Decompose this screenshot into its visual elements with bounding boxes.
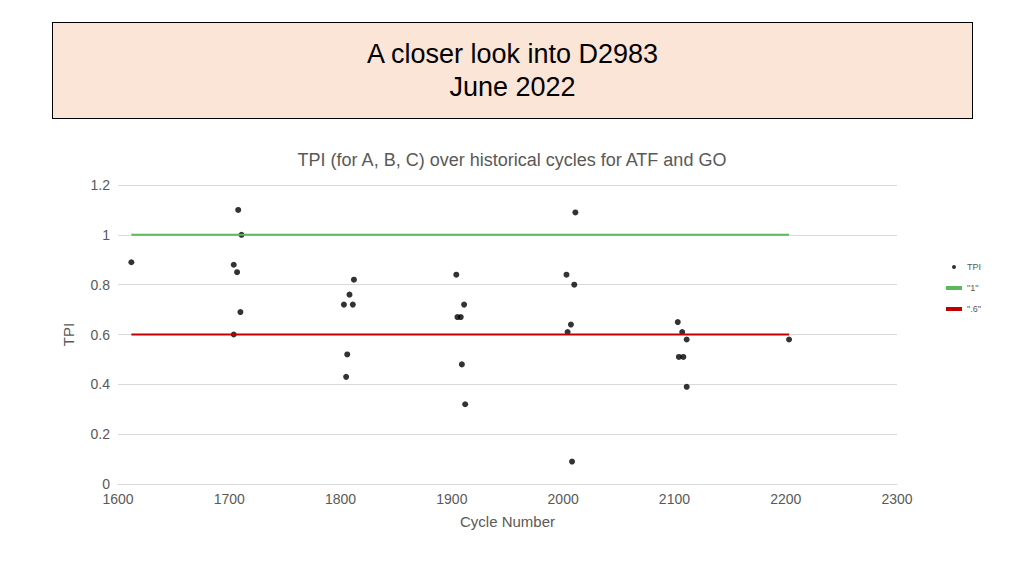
svg-text:0.2: 0.2 — [91, 426, 111, 442]
svg-text:2100: 2100 — [659, 491, 690, 507]
svg-text:1600: 1600 — [102, 491, 133, 507]
svg-text:TPI: TPI — [967, 262, 981, 272]
svg-text:0.6: 0.6 — [91, 327, 111, 343]
svg-text:1700: 1700 — [214, 491, 245, 507]
svg-text:"1": "1" — [967, 283, 978, 293]
svg-text:0.4: 0.4 — [91, 376, 111, 392]
svg-text:".6": ".6" — [967, 304, 981, 314]
svg-text:2300: 2300 — [881, 491, 912, 507]
svg-text:1.2: 1.2 — [91, 177, 111, 193]
svg-text:TPI: TPI — [60, 323, 77, 346]
svg-text:1900: 1900 — [436, 491, 467, 507]
svg-text:0: 0 — [102, 476, 110, 492]
svg-text:1800: 1800 — [325, 491, 356, 507]
svg-text:Cycle Number: Cycle Number — [460, 513, 555, 530]
svg-text:TPI (for A, B, C) over histori: TPI (for A, B, C) over historical cycles… — [298, 150, 727, 170]
svg-text:1: 1 — [102, 227, 110, 243]
html-text:A closer look into D2983: A closer look into D2983 — [366, 38, 659, 69]
svg-text:2200: 2200 — [770, 491, 801, 507]
svg-text:2000: 2000 — [548, 491, 579, 507]
html-text:June 2022: June 2022 — [449, 71, 576, 102]
svg-text:0.8: 0.8 — [91, 277, 111, 293]
